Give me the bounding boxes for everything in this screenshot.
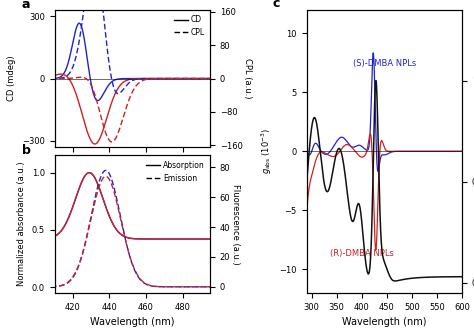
Text: (R)-DMBA NPLs: (R)-DMBA NPLs [330, 249, 394, 258]
Legend: CD, CPL: CD, CPL [172, 14, 206, 38]
Legend: Absorption, Emission: Absorption, Emission [145, 159, 206, 184]
X-axis label: Wavelength (nm): Wavelength (nm) [90, 317, 174, 327]
Text: (S)-DMBA NPLs: (S)-DMBA NPLs [353, 60, 417, 68]
X-axis label: Wavelength (nm): Wavelength (nm) [342, 317, 427, 327]
Y-axis label: $g_{\mathregular{abs}}\ (10^{-3})$: $g_{\mathregular{abs}}\ (10^{-3})$ [259, 128, 274, 174]
Text: b: b [22, 144, 31, 157]
Text: c: c [273, 0, 280, 10]
Text: a: a [22, 0, 30, 12]
Y-axis label: Normalized absorbance (a.u.): Normalized absorbance (a.u.) [17, 162, 26, 287]
Y-axis label: Fluorescence (a.u.): Fluorescence (a.u.) [231, 184, 240, 265]
Y-axis label: CPL (a.u.): CPL (a.u.) [244, 58, 253, 99]
Y-axis label: CD (mdeg): CD (mdeg) [8, 56, 17, 101]
